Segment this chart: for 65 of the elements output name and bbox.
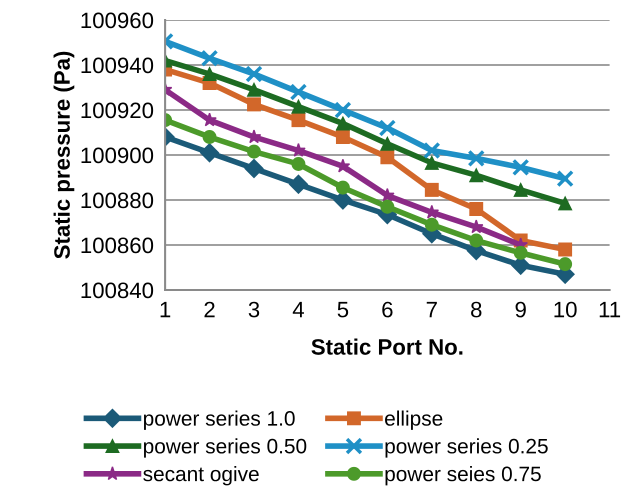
point <box>424 182 439 197</box>
point <box>292 113 306 128</box>
point <box>469 234 484 248</box>
point <box>202 67 216 81</box>
legend-label: power series 0.25 <box>386 438 548 458</box>
point <box>380 150 394 164</box>
x-tick-label: 7 <box>426 302 437 318</box>
point <box>378 119 396 137</box>
point <box>512 158 530 176</box>
point <box>202 112 217 126</box>
point <box>292 100 306 114</box>
x-tick-label: 11 <box>600 302 620 318</box>
point <box>200 50 218 67</box>
point <box>336 116 350 130</box>
y-axis-title: Static pressure (Pa) <box>54 52 74 259</box>
point <box>469 168 484 182</box>
y-tick-label: 100940 <box>82 58 154 74</box>
point <box>290 83 308 101</box>
point <box>558 242 572 256</box>
x-tick-label: 10 <box>554 302 577 318</box>
point <box>288 174 308 194</box>
x-tick-label: 5 <box>338 302 348 318</box>
point <box>202 130 216 144</box>
point <box>380 188 395 202</box>
y-tick-label: 100840 <box>82 282 154 298</box>
point <box>200 143 220 162</box>
y-tick-label: 100900 <box>82 148 154 164</box>
x-tick-label: 1 <box>160 302 170 318</box>
point <box>424 218 439 232</box>
x-tick-label: 8 <box>471 302 482 318</box>
x-tick-label: 2 <box>204 302 215 318</box>
legend-label: ellipse <box>385 410 442 430</box>
point <box>469 202 484 216</box>
point <box>245 65 263 83</box>
x-tick-label: 3 <box>248 302 260 318</box>
point <box>558 257 572 272</box>
legend-label: power seies 0.75 <box>386 466 541 486</box>
point <box>424 156 439 170</box>
point <box>380 200 394 214</box>
point <box>336 130 350 144</box>
point <box>292 157 306 171</box>
point <box>380 136 394 151</box>
y-tick-label: 100920 <box>82 102 154 118</box>
x-tick-label: 4 <box>292 302 304 318</box>
point <box>556 170 574 188</box>
point <box>334 101 352 119</box>
point <box>468 150 485 168</box>
legend-label: power series 1.0 <box>144 410 295 430</box>
point <box>244 158 264 178</box>
point <box>514 246 528 260</box>
legend-label: power series 0.50 <box>144 438 306 458</box>
point <box>423 142 440 160</box>
point <box>247 97 261 112</box>
legend-label: secant ogive <box>143 466 259 486</box>
x-tick-label: 9 <box>516 302 526 318</box>
point <box>336 180 350 195</box>
x-tick-label: 6 <box>382 302 393 318</box>
point <box>558 196 572 210</box>
y-tick-label: 100880 <box>82 192 154 208</box>
point <box>514 182 528 197</box>
point <box>247 82 261 97</box>
y-tick-label: 100960 <box>82 12 154 28</box>
point <box>247 144 261 159</box>
y-tick-label: 100860 <box>82 238 154 254</box>
x-axis-title: Static Port No. <box>311 338 462 355</box>
